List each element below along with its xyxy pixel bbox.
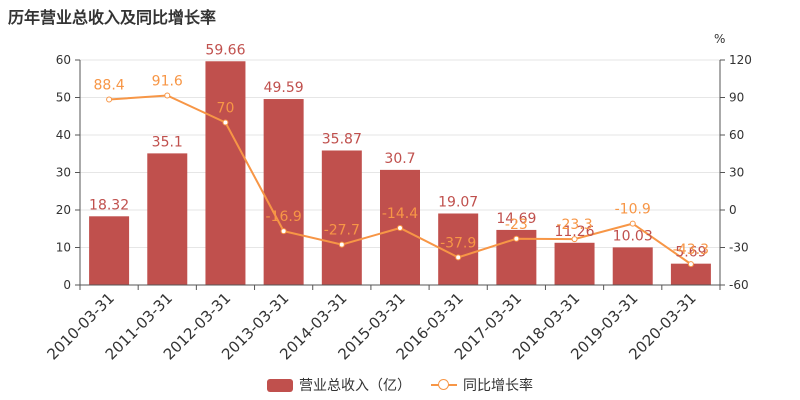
growth-point	[571, 236, 578, 243]
legend-bar-swatch	[267, 378, 293, 392]
bar-value-label: 14.69	[496, 211, 536, 227]
growth-point	[338, 241, 345, 248]
bar	[438, 213, 479, 285]
growth-point	[513, 235, 520, 242]
left-axis-tick-label: 50	[56, 91, 71, 105]
growth-point	[280, 228, 287, 235]
growth-value-label: -37.9	[440, 235, 476, 251]
bar-value-label: 11.26	[554, 224, 594, 240]
bar	[321, 150, 362, 285]
bar	[263, 99, 304, 285]
data-label-layer: 18.32 35.1 59.66 49.59 35.87 30.7 19.07 14.69 11…	[89, 42, 709, 260]
bar-value-label: 49.59	[264, 80, 304, 96]
growth-point	[687, 261, 694, 268]
left-axis-tick-label: 60	[56, 53, 71, 67]
right-axis-unit: %	[714, 32, 725, 46]
bar-value-label: 5.69	[675, 245, 706, 261]
legend-line-swatch	[431, 378, 457, 392]
bar-series	[89, 61, 711, 286]
bar-value-label: 35.87	[322, 131, 362, 147]
bar	[89, 216, 130, 285]
growth-point	[629, 220, 636, 227]
right-axis-tick-label: 90	[729, 91, 744, 105]
growth-value-label: -14.4	[382, 206, 418, 222]
growth-value-label: -43.3	[673, 242, 709, 258]
legend-label-revenue: 营业总收入（亿）	[299, 378, 411, 394]
bar	[205, 61, 246, 286]
left-axis-tick-label: 20	[56, 203, 71, 217]
bar-value-label: 35.1	[152, 134, 183, 150]
right-axis-tick-label: 0	[729, 203, 737, 217]
growth-value-label: -27.7	[324, 223, 360, 239]
growth-value-label: 70	[217, 101, 235, 117]
right-axis-tick-label: 120	[729, 53, 752, 67]
left-axis-tick-label: 0	[63, 278, 71, 292]
bar	[147, 153, 188, 285]
growth-point	[455, 254, 462, 261]
bar-value-label: 30.7	[384, 151, 415, 167]
growth-point	[106, 96, 113, 103]
growth-value-label: 91.6	[152, 74, 183, 90]
left-axis-tick-label: 40	[56, 128, 71, 142]
chart-title: 历年营业总收入及同比增长率	[8, 8, 217, 27]
line-series	[106, 92, 694, 268]
growth-value-label: -10.9	[615, 202, 651, 218]
legend-item-revenue[interactable]: 营业总收入（亿）	[267, 375, 411, 395]
legend-item-growth[interactable]: 同比增长率	[431, 375, 533, 395]
right-axis-tick-label: -30	[729, 241, 749, 255]
bar-value-label: 19.07	[438, 194, 478, 210]
growth-value-label: 88.4	[94, 78, 125, 94]
bar-value-label: 59.66	[205, 42, 245, 58]
growth-point	[222, 119, 229, 126]
bar	[554, 242, 595, 285]
legend: 营业总收入（亿） 同比增长率	[0, 374, 800, 396]
growth-value-label: -23	[505, 217, 528, 233]
growth-point	[397, 225, 403, 231]
bar	[670, 263, 711, 285]
growth-value-label: -23.3	[556, 217, 592, 233]
right-axis-tick-label: 60	[729, 128, 744, 142]
bar-value-label: 10.03	[613, 228, 653, 244]
right-axis-tick-label: 30	[729, 166, 744, 180]
left-axis-tick-label: 10	[56, 241, 71, 255]
growth-value-label: -16.9	[266, 209, 302, 225]
left-axis-tick-label: 30	[56, 166, 71, 180]
bar-value-label: 18.32	[89, 197, 129, 213]
right-axis-tick-label: -60	[729, 278, 749, 292]
growth-point	[164, 92, 171, 99]
legend-label-growth: 同比增长率	[463, 378, 533, 394]
bar	[612, 247, 653, 285]
